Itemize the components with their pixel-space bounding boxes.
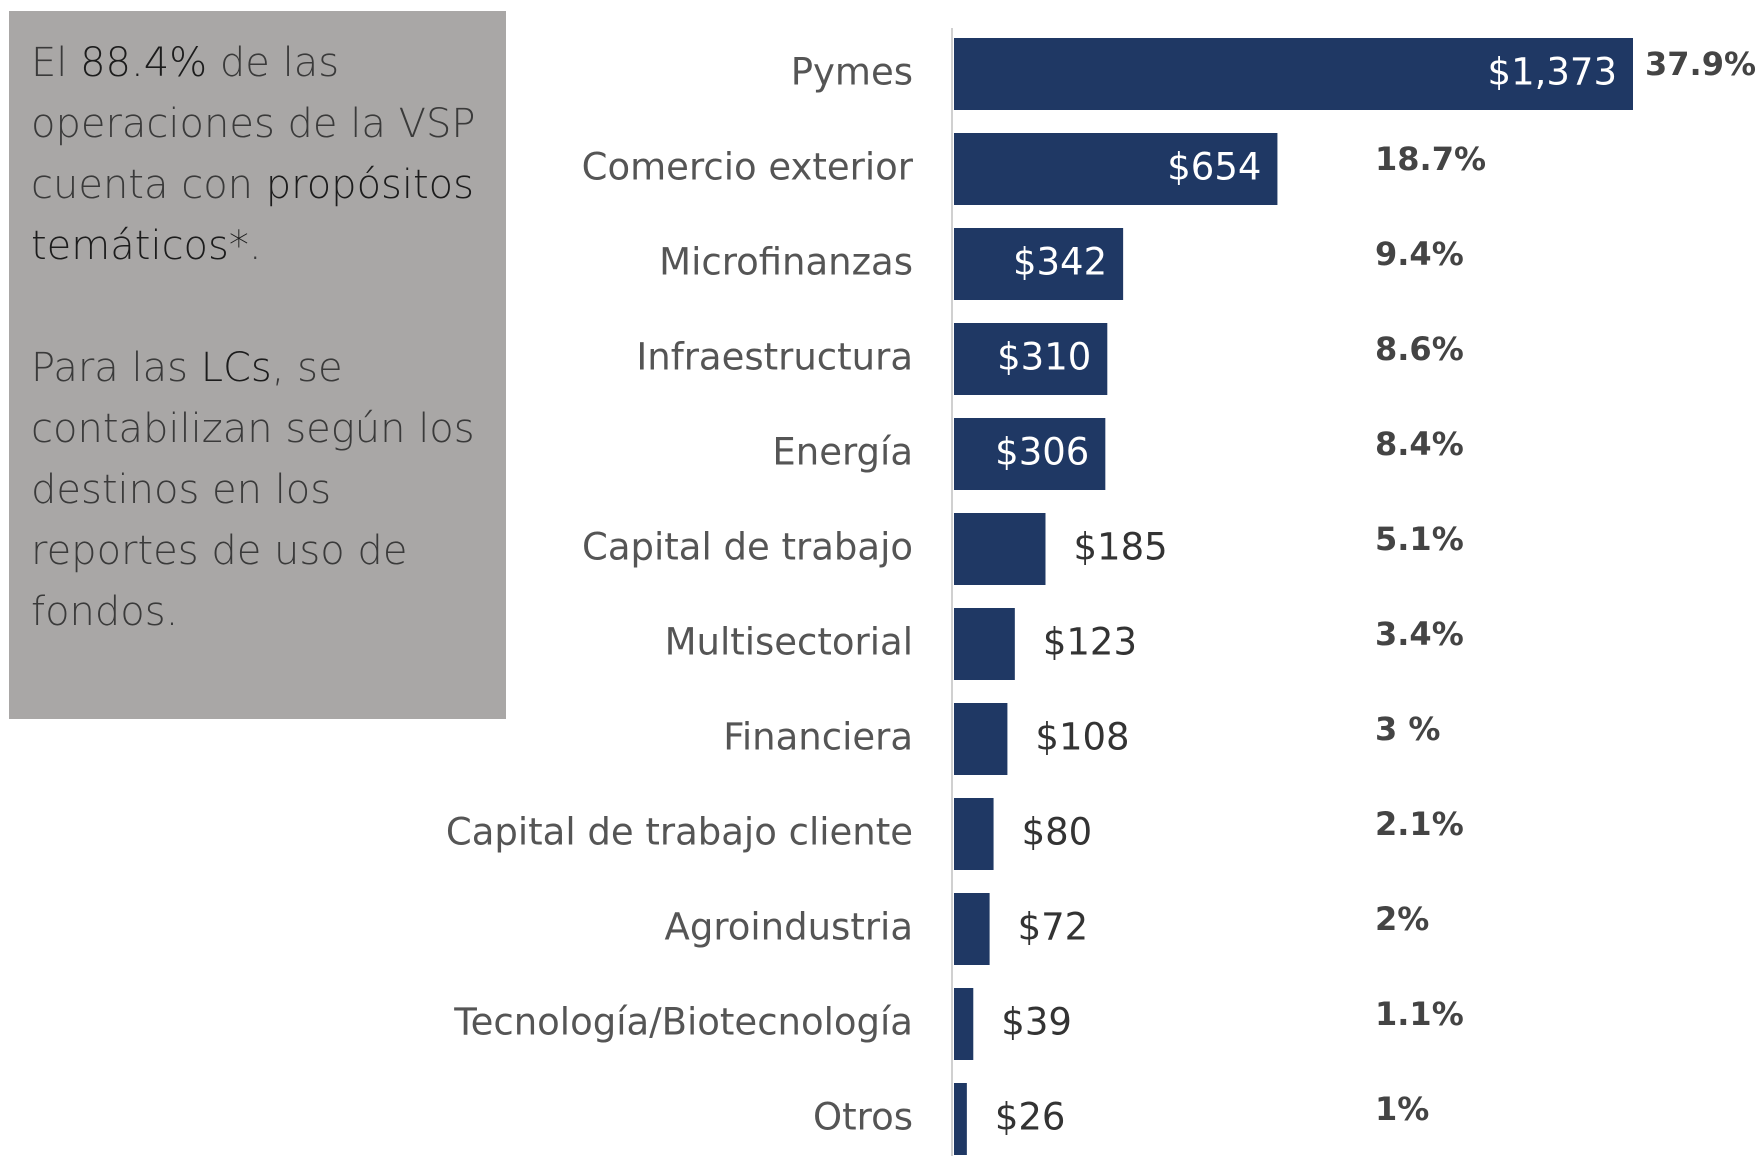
category-label: Energía bbox=[772, 431, 913, 474]
value-label: $185 bbox=[1073, 526, 1167, 569]
value-label: $39 bbox=[1001, 1001, 1072, 1044]
bar bbox=[954, 703, 1008, 775]
bar bbox=[954, 133, 1278, 205]
category-label: Capital de trabajo bbox=[582, 526, 913, 569]
note-text: El bbox=[31, 40, 81, 86]
bar bbox=[954, 418, 1106, 490]
share-label: 2% bbox=[1375, 900, 1429, 938]
value-label: $654 bbox=[1167, 146, 1261, 189]
value-label: $306 bbox=[995, 431, 1089, 474]
bar bbox=[954, 988, 974, 1060]
share-label: 18.7% bbox=[1375, 140, 1486, 178]
value-label: $26 bbox=[995, 1096, 1066, 1139]
share-label: 5.1% bbox=[1375, 520, 1464, 558]
value-label: $342 bbox=[1013, 241, 1107, 284]
value-label: $310 bbox=[997, 336, 1091, 379]
value-label: $123 bbox=[1043, 621, 1137, 664]
category-label: Financiera bbox=[723, 716, 913, 759]
bar bbox=[954, 893, 990, 965]
bar bbox=[954, 798, 994, 870]
category-label: Comercio exterior bbox=[582, 146, 914, 189]
note-box: El 88.4% de las operaciones de la VSP cu… bbox=[9, 11, 506, 719]
bar bbox=[954, 38, 1633, 110]
category-label: Otros bbox=[813, 1096, 913, 1139]
share-label: 1% bbox=[1375, 1090, 1429, 1128]
value-label: $108 bbox=[1035, 716, 1129, 759]
share-label: 1.1% bbox=[1375, 995, 1464, 1033]
bar bbox=[954, 513, 1046, 585]
note-emphasis: 88.4% bbox=[80, 40, 208, 86]
share-label: 8.4% bbox=[1375, 425, 1464, 463]
note-paragraph: Para las LCs, se contabilizan según los … bbox=[31, 338, 486, 643]
bar bbox=[954, 1083, 967, 1155]
value-label: $1,373 bbox=[1488, 51, 1617, 94]
share-label: 2.1% bbox=[1375, 805, 1464, 843]
category-label: Infraestructura bbox=[636, 336, 913, 379]
category-label: Agroindustria bbox=[665, 906, 913, 949]
category-label: Tecnología/Biotecnología bbox=[453, 1001, 913, 1044]
note-emphasis: LCs bbox=[200, 345, 272, 391]
note-text: de las operaciones de la VSP cuenta con bbox=[31, 40, 476, 208]
category-label: Pymes bbox=[791, 51, 913, 94]
note-emphasis: propósitos temáticos* bbox=[31, 162, 474, 269]
share-label: 8.6% bbox=[1375, 330, 1464, 368]
note-text: . bbox=[248, 223, 262, 269]
value-label: $72 bbox=[1018, 906, 1089, 949]
note-paragraph: El 88.4% de las operaciones de la VSP cu… bbox=[31, 33, 486, 277]
category-label: Capital de trabajo cliente bbox=[446, 811, 913, 854]
share-label: 3 % bbox=[1375, 710, 1440, 748]
share-label: 9.4% bbox=[1375, 235, 1464, 273]
category-label: Microfinanzas bbox=[659, 241, 913, 284]
share-label: 37.9% bbox=[1645, 45, 1756, 83]
category-label: Multisectorial bbox=[665, 621, 913, 664]
bar bbox=[954, 228, 1124, 300]
note-text: Para las bbox=[31, 345, 201, 391]
value-label: $80 bbox=[1022, 811, 1093, 854]
bar bbox=[954, 608, 1015, 680]
note-text: , se contabilizan según los destinos en … bbox=[31, 345, 475, 635]
bar bbox=[954, 323, 1108, 395]
share-label: 3.4% bbox=[1375, 615, 1464, 653]
